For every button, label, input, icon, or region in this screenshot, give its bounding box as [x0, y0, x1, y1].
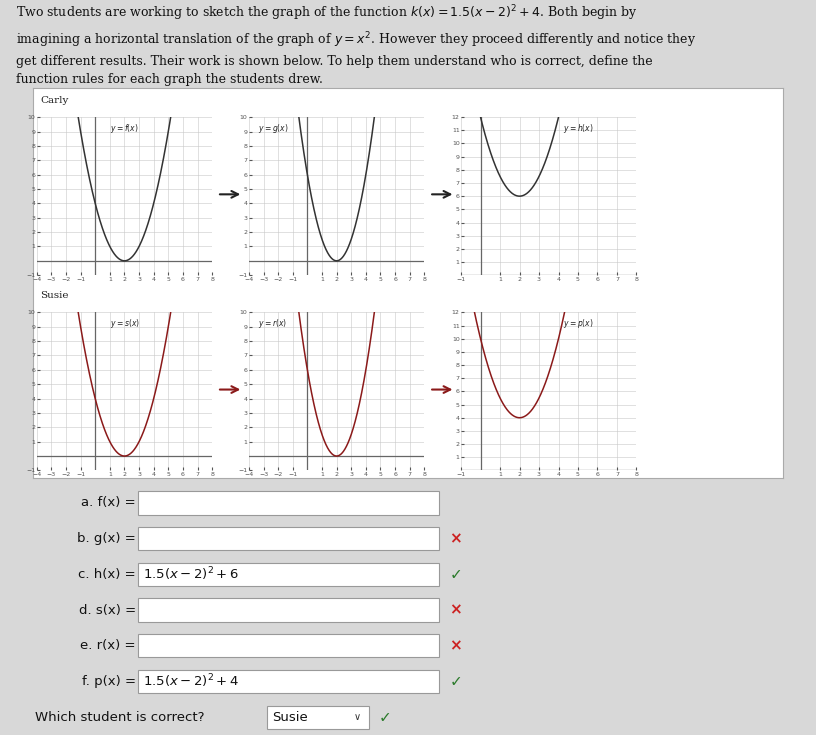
Text: d. s(x) =: d. s(x) = — [78, 603, 135, 617]
Text: ×: × — [450, 603, 462, 617]
Text: f. p(x) =: f. p(x) = — [82, 675, 135, 688]
FancyBboxPatch shape — [138, 492, 439, 514]
Text: $1.5(x-2)^2+6$: $1.5(x-2)^2+6$ — [144, 565, 239, 583]
Text: b. g(x) =: b. g(x) = — [77, 532, 135, 545]
Text: $1.5(x-2)^2+4$: $1.5(x-2)^2+4$ — [144, 673, 240, 690]
Text: Which student is correct?: Which student is correct? — [34, 711, 204, 724]
Text: $y=p(x)$: $y=p(x)$ — [563, 317, 593, 330]
Text: $y=h(x)$: $y=h(x)$ — [563, 122, 593, 135]
Text: Two students are working to sketch the graph of the function $k(x) = 1.5(x-2)^2 : Two students are working to sketch the g… — [16, 4, 697, 86]
Text: $y=g(x)$: $y=g(x)$ — [258, 122, 288, 135]
FancyBboxPatch shape — [138, 670, 439, 693]
FancyBboxPatch shape — [138, 634, 439, 657]
Text: $y=r(x)$: $y=r(x)$ — [258, 317, 286, 330]
Text: a. f(x) =: a. f(x) = — [81, 496, 135, 509]
Text: ×: × — [450, 638, 462, 653]
Text: ×: × — [450, 531, 462, 546]
FancyBboxPatch shape — [138, 563, 439, 586]
Text: Carly: Carly — [40, 96, 69, 105]
Text: $y=s(x)$: $y=s(x)$ — [110, 317, 140, 330]
FancyBboxPatch shape — [138, 598, 439, 622]
Text: Susie: Susie — [40, 291, 69, 300]
Text: ∨: ∨ — [353, 712, 361, 723]
FancyBboxPatch shape — [138, 527, 439, 551]
Text: ✓: ✓ — [450, 674, 462, 689]
Text: e. r(x) =: e. r(x) = — [80, 639, 135, 652]
Text: c. h(x) =: c. h(x) = — [78, 568, 135, 581]
Text: $y=f(x)$: $y=f(x)$ — [110, 122, 139, 135]
Text: ✓: ✓ — [379, 710, 392, 725]
FancyBboxPatch shape — [268, 706, 369, 729]
Text: ✓: ✓ — [450, 567, 462, 582]
Text: Susie: Susie — [273, 711, 308, 724]
